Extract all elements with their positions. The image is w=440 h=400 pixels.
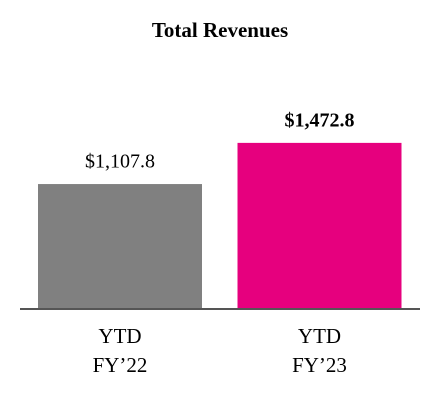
bar [38,184,202,309]
chart-title: Total Revenues [152,18,288,42]
x-tick-label: YTD FY’22 [92,324,148,377]
x-tick-label: YTD FY’23 [292,324,347,377]
bar [237,142,402,309]
value-label: $1,472.8 [285,109,355,131]
value-label: $1,107.8 [85,151,155,173]
